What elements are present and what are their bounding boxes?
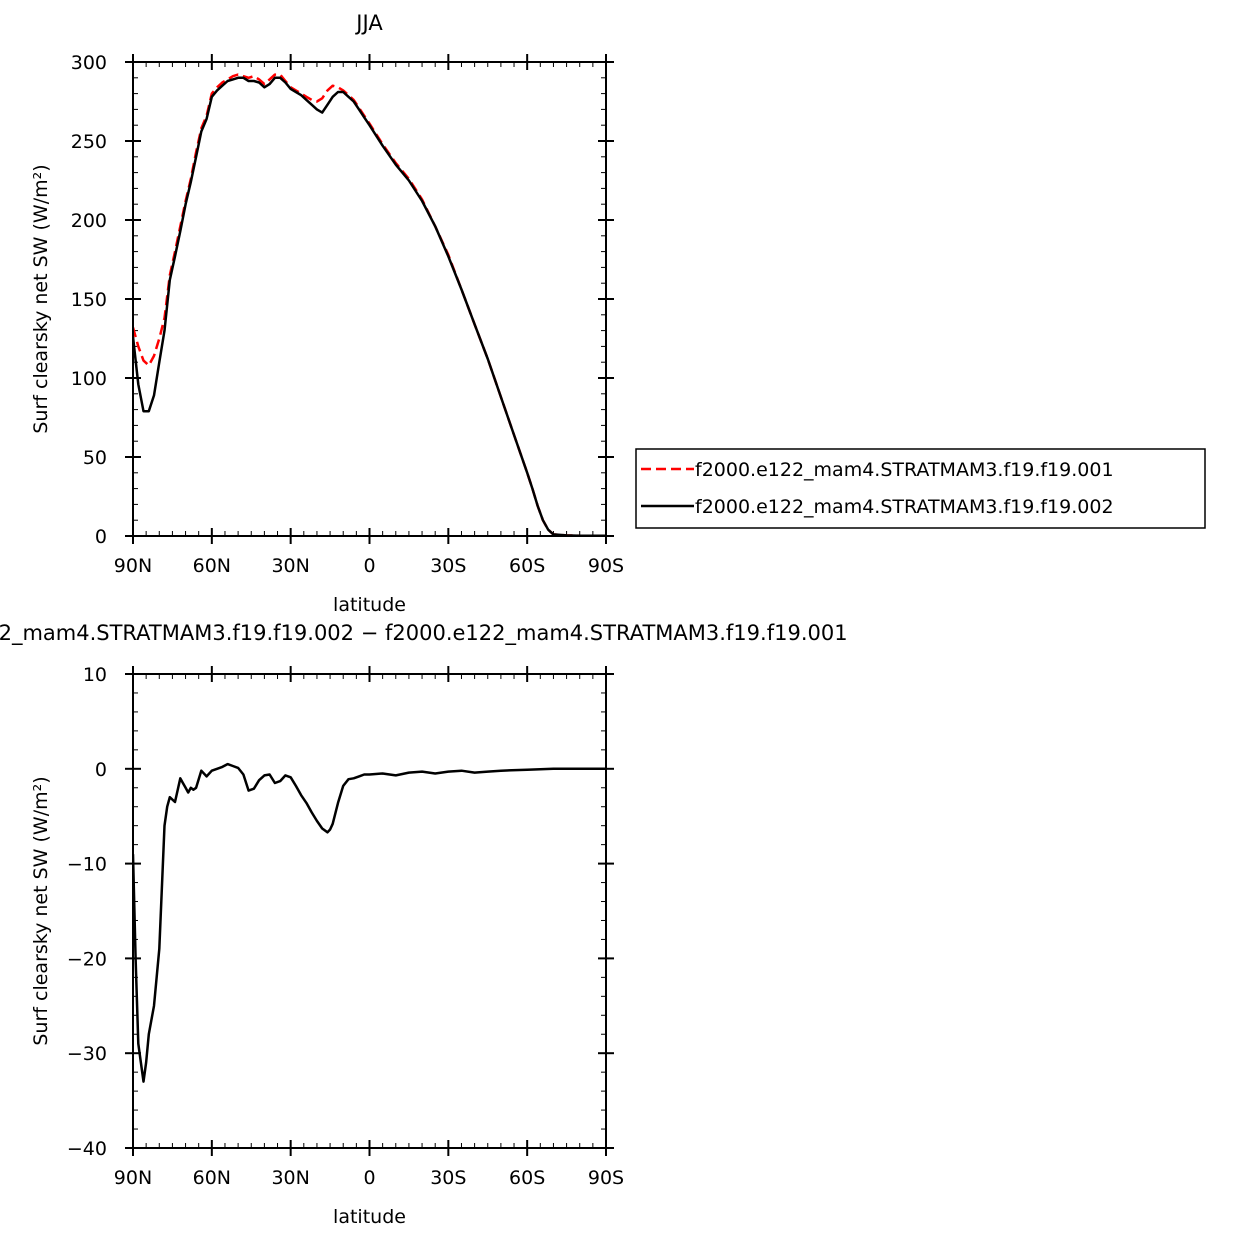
y-axis-label: Surf clearsky net SW (W/m²)	[30, 776, 52, 1045]
x-tick-label: 90S	[588, 1167, 624, 1189]
x-tick-label: 60N	[193, 555, 231, 577]
y-tick-label: 50	[83, 447, 107, 469]
y-tick-label: 0	[95, 526, 107, 548]
x-tick-label: 0	[363, 555, 375, 577]
legend-label-1: f2000.e122_mam4.STRATMAM3.f19.f19.001	[695, 459, 1114, 481]
y-tick-label: −20	[67, 948, 107, 970]
plot-frame	[132, 673, 607, 1149]
legend-label-2: f2000.e122_mam4.STRATMAM3.f19.f19.002	[695, 496, 1114, 518]
y-tick-label: 0	[95, 759, 107, 781]
y-tick-label: 10	[83, 664, 107, 686]
y-tick-label: 100	[71, 368, 107, 390]
series-line-2	[133, 76, 606, 536]
x-tick-label: 30S	[430, 555, 466, 577]
y-tick-label: −10	[67, 854, 107, 876]
y-tick-label: 300	[71, 52, 107, 74]
x-tick-label: 60S	[509, 1167, 545, 1189]
x-tick-label: 90S	[588, 555, 624, 577]
x-axis-label: latitude	[333, 594, 406, 616]
series-line-1	[133, 762, 606, 1083]
y-tick-label: 250	[71, 131, 107, 153]
x-tick-label: 30N	[271, 1167, 309, 1189]
x-tick-label: 30S	[430, 1167, 466, 1189]
y-tick-label: 200	[71, 210, 107, 232]
plot-frame	[132, 61, 607, 537]
series-line-1	[133, 73, 606, 536]
x-axis-label: latitude	[333, 1206, 406, 1228]
x-tick-label: 0	[363, 1167, 375, 1189]
y-axis-label: Surf clearsky net SW (W/m²)	[30, 164, 52, 433]
chart-title: JJA	[354, 11, 383, 35]
legend-box	[635, 448, 1206, 529]
chart-title: f2000.e122_mam4.STRATMAM3.f19.f19.002 − …	[0, 621, 848, 646]
y-tick-label: 150	[71, 289, 107, 311]
x-tick-label: 60N	[193, 1167, 231, 1189]
x-tick-label: 90N	[114, 1167, 152, 1189]
x-tick-label: 90N	[114, 555, 152, 577]
x-tick-label: 30N	[271, 555, 309, 577]
y-tick-label: −30	[67, 1043, 107, 1065]
x-tick-label: 60S	[509, 555, 545, 577]
y-tick-label: −40	[67, 1138, 107, 1160]
